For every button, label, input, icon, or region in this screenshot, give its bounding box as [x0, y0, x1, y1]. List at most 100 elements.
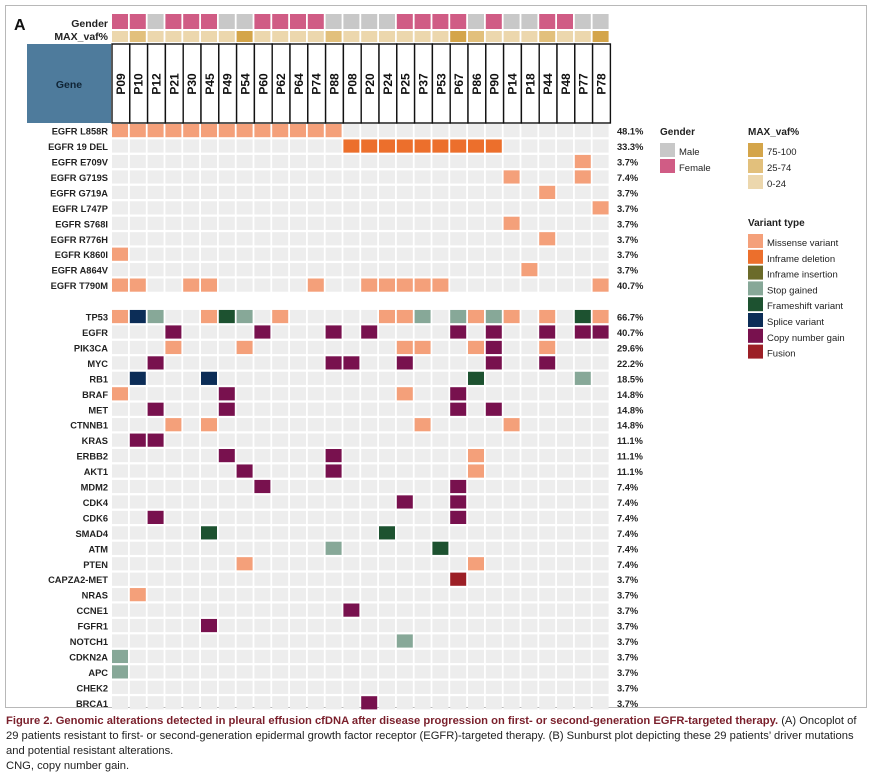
- empty-cell: [539, 371, 556, 385]
- empty-cell: [485, 588, 502, 602]
- empty-cell: [503, 247, 520, 261]
- alteration-cell: [290, 124, 306, 138]
- empty-cell: [379, 185, 395, 199]
- alteration-cell: [325, 464, 342, 478]
- empty-cell: [503, 449, 520, 463]
- empty-cell: [521, 278, 538, 292]
- empty-cell: [183, 185, 200, 199]
- empty-cell: [112, 263, 128, 277]
- empty-cell: [574, 572, 591, 586]
- variant-legend-label: Inframe deletion: [767, 254, 835, 265]
- empty-cell: [236, 649, 253, 664]
- vaf-legend-label: 0-24: [767, 179, 786, 190]
- empty-cell: [592, 557, 609, 571]
- empty-cell: [432, 634, 449, 648]
- gene-row-label: MDM2: [81, 483, 108, 493]
- empty-cell: [201, 387, 217, 401]
- alteration-cell: [450, 139, 467, 153]
- gene-row-percent: 7.4%: [617, 483, 639, 493]
- empty-cell: [485, 201, 502, 215]
- gene-row-label: MET: [88, 405, 108, 415]
- alteration-cell: [201, 526, 217, 540]
- empty-cell: [468, 572, 484, 586]
- empty-cell: [307, 185, 324, 199]
- empty-cell: [272, 649, 289, 664]
- empty-cell: [112, 479, 128, 494]
- empty-cell: [218, 510, 235, 524]
- empty-cell: [361, 201, 378, 215]
- empty-cell: [361, 263, 378, 277]
- patient-id-label: P86: [470, 73, 484, 95]
- empty-cell: [521, 247, 538, 261]
- empty-cell: [165, 185, 182, 199]
- empty-cell: [236, 634, 253, 648]
- empty-cell: [414, 185, 431, 199]
- empty-cell: [361, 124, 378, 138]
- empty-cell: [414, 588, 431, 602]
- alteration-cell: [218, 124, 235, 138]
- empty-cell: [503, 232, 520, 246]
- empty-cell: [325, 696, 342, 710]
- gender-cell: [521, 14, 538, 29]
- empty-cell: [557, 232, 573, 246]
- gene-row-percent: 3.7%: [617, 266, 639, 276]
- empty-cell: [254, 634, 271, 648]
- empty-cell: [485, 387, 502, 401]
- alteration-cell: [592, 278, 609, 292]
- gene-row-label: ATM: [89, 544, 109, 554]
- empty-cell: [361, 185, 378, 199]
- gender-cell: [414, 14, 431, 29]
- gender-cell: [147, 14, 164, 29]
- empty-cell: [343, 402, 360, 416]
- empty-cell: [521, 510, 538, 524]
- empty-cell: [254, 247, 271, 261]
- empty-cell: [521, 433, 538, 447]
- empty-cell: [557, 665, 573, 679]
- empty-cell: [503, 371, 520, 385]
- empty-cell: [379, 680, 395, 694]
- empty-cell: [201, 325, 217, 339]
- empty-cell: [254, 495, 271, 509]
- empty-cell: [450, 170, 467, 184]
- empty-cell: [201, 665, 217, 679]
- empty-cell: [432, 371, 449, 385]
- gene-row-label: MYC: [87, 359, 108, 369]
- empty-cell: [307, 479, 324, 494]
- alteration-cell: [414, 309, 431, 324]
- empty-cell: [147, 340, 164, 355]
- gene-row-percent: 3.7%: [617, 622, 639, 632]
- empty-cell: [521, 387, 538, 401]
- patient-id-label: P64: [292, 73, 306, 95]
- empty-cell: [147, 464, 164, 478]
- empty-cell: [521, 526, 538, 540]
- alteration-cell: [414, 278, 431, 292]
- empty-cell: [361, 665, 378, 679]
- empty-cell: [307, 449, 324, 463]
- empty-cell: [290, 526, 306, 540]
- vaf-cell: [165, 31, 182, 42]
- empty-cell: [592, 247, 609, 261]
- vaf-cell: [450, 31, 467, 42]
- empty-cell: [574, 263, 591, 277]
- gender-cell: [503, 14, 520, 29]
- empty-cell: [165, 309, 182, 324]
- empty-cell: [218, 557, 235, 571]
- empty-cell: [414, 124, 431, 138]
- empty-cell: [539, 665, 556, 679]
- empty-cell: [112, 634, 128, 648]
- empty-cell: [236, 572, 253, 586]
- empty-cell: [468, 588, 484, 602]
- empty-cell: [201, 572, 217, 586]
- alteration-cell: [414, 340, 431, 355]
- alteration-cell: [254, 124, 271, 138]
- empty-cell: [539, 464, 556, 478]
- empty-cell: [290, 433, 306, 447]
- patient-id-label: P53: [434, 73, 448, 95]
- empty-cell: [254, 449, 271, 463]
- empty-cell: [361, 464, 378, 478]
- empty-cell: [450, 449, 467, 463]
- alteration-cell: [503, 216, 520, 230]
- empty-cell: [557, 696, 573, 710]
- empty-cell: [521, 356, 538, 370]
